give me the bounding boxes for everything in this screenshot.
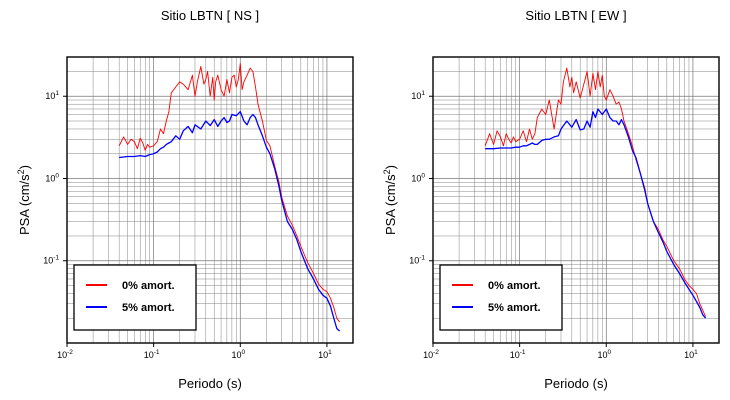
x-axis-label: Periodo (s) bbox=[544, 376, 608, 391]
y-axis-label-base: PSA (cm/s bbox=[383, 174, 398, 235]
y-axis-label-end: ) bbox=[383, 165, 398, 169]
y-tick-base: 10 bbox=[411, 173, 421, 183]
x-tick-exp: -2 bbox=[67, 349, 73, 356]
y-tick-base: 10 bbox=[409, 256, 419, 266]
y-tick-base: 10 bbox=[45, 91, 55, 101]
x-tick-exp: 0 bbox=[607, 349, 611, 356]
y-tick-exp: 1 bbox=[421, 90, 425, 97]
chart-ns: Sitio LBTN [ NS ]10-2 10-1 100 10110-110010… bbox=[16, 8, 354, 391]
y-tick-label: 101 bbox=[411, 90, 425, 101]
y-tick-exp: 1 bbox=[55, 90, 59, 97]
plot-frame bbox=[66, 56, 354, 344]
series-line-red bbox=[118, 63, 340, 323]
legend-box bbox=[439, 264, 563, 331]
legend: 0% amort. 5% amort. bbox=[439, 264, 563, 331]
x-tick-base: 10 bbox=[318, 350, 328, 360]
y-tick-exp: -1 bbox=[419, 255, 425, 262]
x-tick-exp: 1 bbox=[694, 349, 698, 356]
x-tick-label: 101 bbox=[318, 349, 332, 360]
y-axis-label-sup: 2 bbox=[382, 169, 392, 174]
x-tick-exp: 0 bbox=[241, 349, 245, 356]
x-tick-exp: -1 bbox=[154, 349, 160, 356]
x-tick-base: 10 bbox=[231, 350, 241, 360]
x-tick-base: 10 bbox=[510, 350, 520, 360]
y-tick-label: 100 bbox=[411, 172, 425, 183]
y-tick-exp: 0 bbox=[421, 172, 425, 179]
y-tick-exp: 0 bbox=[55, 172, 59, 179]
chart-title: Sitio LBTN [ NS ] bbox=[161, 8, 259, 23]
x-tick-base: 10 bbox=[423, 350, 433, 360]
plot-frame bbox=[432, 56, 720, 344]
legend: 0% amort. 5% amort. bbox=[73, 264, 197, 331]
y-tick-exp: -1 bbox=[53, 255, 59, 262]
x-tick-label: 10-2 bbox=[423, 349, 439, 360]
y-axis-label-base: PSA (cm/s bbox=[17, 174, 32, 235]
legend-label: 0% amort. bbox=[488, 280, 541, 292]
series-line-red bbox=[484, 67, 707, 317]
y-axis-label: PSA (cm/s2) bbox=[382, 165, 398, 235]
x-tick-base: 10 bbox=[597, 350, 607, 360]
legend-label: 5% amort. bbox=[488, 302, 541, 314]
x-tick-base: 10 bbox=[57, 350, 67, 360]
y-axis-label: PSA (cm/s2) bbox=[16, 165, 32, 235]
y-tick-label: 100 bbox=[45, 172, 59, 183]
x-tick-label: 10-1 bbox=[510, 349, 526, 360]
series-line-blue bbox=[485, 108, 707, 319]
x-tick-exp: -1 bbox=[520, 349, 526, 356]
y-tick-label: 10-1 bbox=[43, 255, 59, 266]
series-line-blue bbox=[119, 110, 341, 332]
y-tick-label: 101 bbox=[45, 90, 59, 101]
legend-label: 5% amort. bbox=[122, 302, 175, 314]
x-tick-label: 101 bbox=[684, 349, 698, 360]
y-tick-label: 10-1 bbox=[409, 255, 425, 266]
x-tick-label: 10-2 bbox=[57, 349, 73, 360]
x-tick-exp: 1 bbox=[328, 349, 332, 356]
y-axis-label-end: ) bbox=[17, 165, 32, 169]
x-tick-base: 10 bbox=[144, 350, 154, 360]
y-tick-base: 10 bbox=[43, 256, 53, 266]
x-tick-exp: -2 bbox=[433, 349, 439, 356]
y-axis-label-sup: 2 bbox=[16, 169, 26, 174]
x-axis-label: Periodo (s) bbox=[178, 376, 242, 391]
legend-label: 0% amort. bbox=[122, 280, 175, 292]
y-tick-base: 10 bbox=[45, 173, 55, 183]
y-tick-base: 10 bbox=[411, 91, 421, 101]
x-tick-label: 100 bbox=[597, 349, 611, 360]
legend-box bbox=[73, 264, 197, 331]
chart-ew: Sitio LBTN [ EW ]10-2 10-1 100 10110-110010… bbox=[382, 8, 720, 391]
chart-title: Sitio LBTN [ EW ] bbox=[525, 8, 626, 23]
x-tick-label: 100 bbox=[231, 349, 245, 360]
x-tick-base: 10 bbox=[684, 350, 694, 360]
x-tick-label: 10-1 bbox=[144, 349, 160, 360]
